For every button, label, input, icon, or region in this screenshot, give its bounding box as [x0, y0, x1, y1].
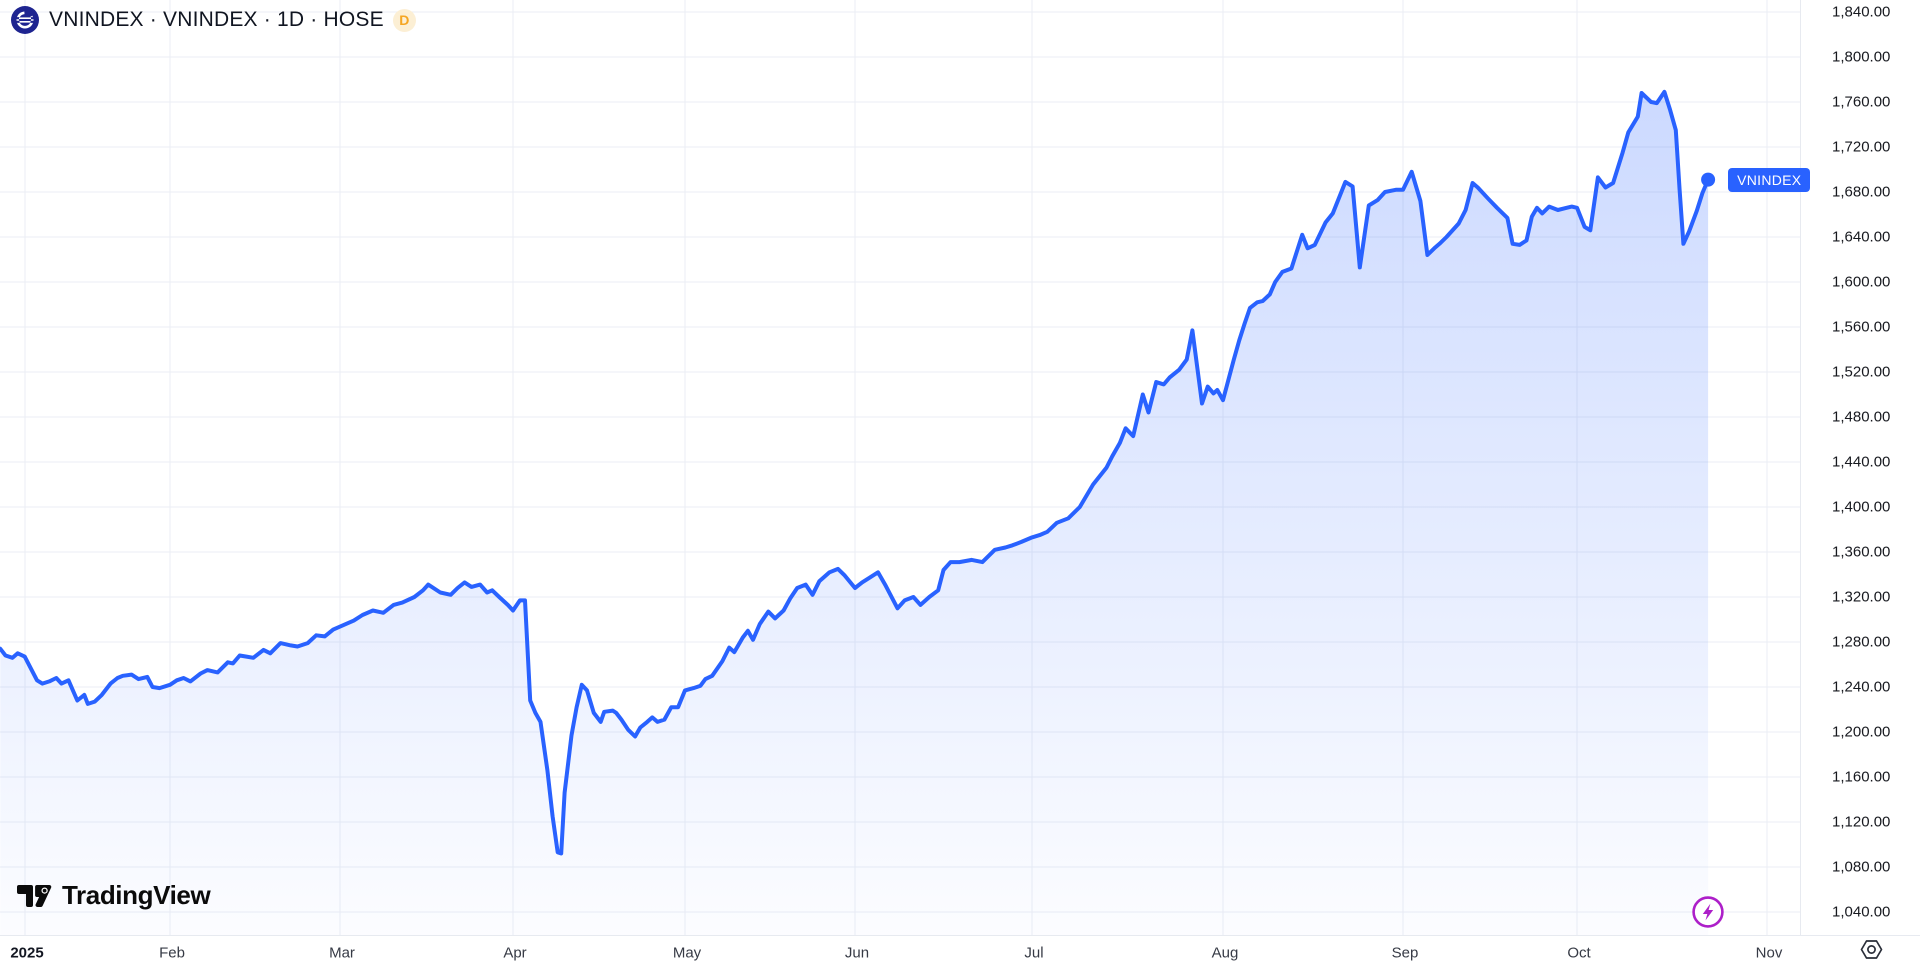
price-tick-label: 1,160.00: [1832, 768, 1891, 786]
price-tick-label: 1,560.00: [1832, 318, 1891, 336]
price-tick-label: 1,040.00: [1832, 903, 1891, 921]
last-price-dot: [1701, 172, 1716, 187]
price-tick-label: 1,400.00: [1832, 498, 1891, 516]
price-tick-label: 1,760.00: [1832, 93, 1891, 111]
series-price-label: VNINDEX: [1728, 167, 1811, 192]
price-tick-label: 1,360.00: [1832, 543, 1891, 561]
interval-badge: D: [392, 8, 416, 32]
price-line: [0, 89, 1711, 856]
price-tick-label: 1,080.00: [1832, 858, 1891, 876]
time-tick-label: Feb: [159, 944, 185, 961]
tradingview-logo-icon: [17, 884, 52, 907]
time-tick-label: May: [672, 944, 702, 961]
lightning-button[interactable]: [1691, 895, 1725, 929]
chart-legend: VNINDEX · VNINDEX · 1D · HOSE D: [10, 5, 416, 35]
price-tick-label: 1,280.00: [1832, 633, 1891, 651]
time-tick-label: Mar: [329, 944, 355, 961]
tradingview-watermark[interactable]: TradingView: [16, 880, 211, 911]
price-tick-label: 1,840.00: [1832, 3, 1891, 21]
price-tick-label: 1,640.00: [1832, 228, 1891, 246]
area-fill: [0, 91, 1709, 935]
price-tick-label: 1,600.00: [1832, 273, 1891, 291]
price-scale[interactable]: 1,840.00 1,800.00 1,760.00 1,720.00 1,680.00…: [1800, 0, 1920, 935]
symbol-logo-icon: [11, 6, 39, 34]
time-tick-label: Oct: [1567, 944, 1591, 961]
price-tick-label: 1,680.00: [1832, 183, 1891, 201]
price-tick-label: 1,520.00: [1832, 363, 1891, 381]
price-tick-label: 1,480.00: [1832, 408, 1891, 426]
time-tick-label: Apr: [503, 944, 527, 961]
price-tick-label: 1,440.00: [1832, 453, 1891, 471]
time-tick-label: Jul: [1024, 944, 1044, 961]
time-tick-label: 2025: [10, 944, 44, 961]
price-tick-label: 1,200.00: [1832, 723, 1891, 741]
price-tick-label: 1,320.00: [1832, 588, 1891, 606]
price-tick-label: 1,800.00: [1832, 48, 1891, 66]
time-tick-label: Sep: [1391, 944, 1419, 961]
time-scale[interactable]: 2025 Feb Mar Apr May Jun Jul Aug Sep Oct Nov: [0, 935, 1920, 968]
time-tick-label: Aug: [1211, 944, 1239, 961]
scale-settings-button[interactable]: [1858, 936, 1885, 963]
price-tick-label: 1,240.00: [1832, 678, 1891, 696]
price-tick-label: 1,720.00: [1832, 138, 1891, 156]
price-tick-label: 1,120.00: [1832, 813, 1891, 831]
symbol-title[interactable]: VNINDEX · VNINDEX · 1D · HOSE: [49, 8, 384, 31]
tradingview-wordmark: TradingView: [62, 880, 211, 910]
time-tick-label: Jun: [844, 944, 870, 961]
time-tick-label: Nov: [1755, 944, 1783, 961]
